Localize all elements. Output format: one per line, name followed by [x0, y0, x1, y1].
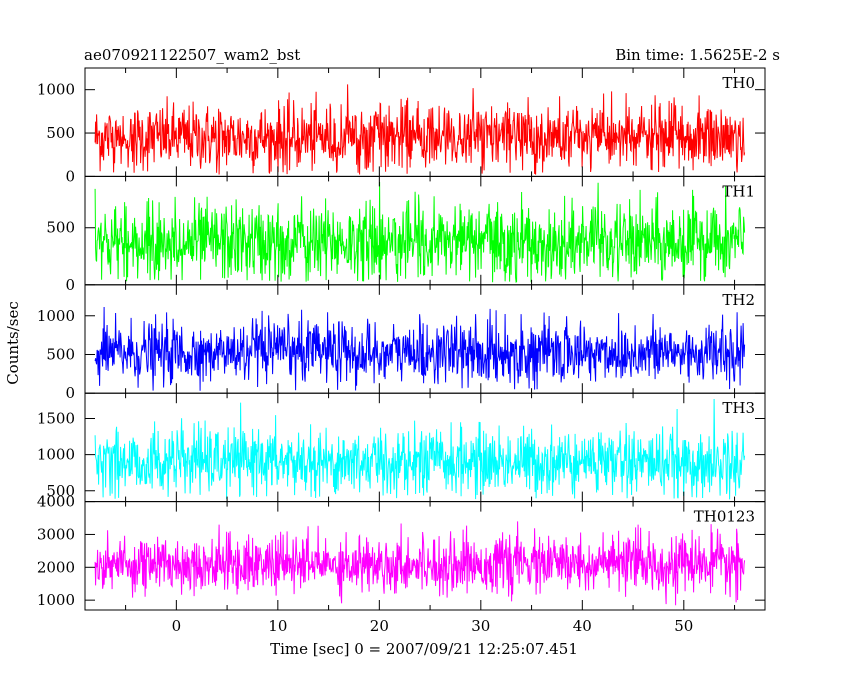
y-tick-label-th1: 0: [65, 276, 75, 294]
y-tick-label-th0: 500: [46, 124, 75, 142]
y-tick-label-th3: 1500: [37, 409, 75, 427]
x-tick-label: 10: [268, 617, 287, 635]
x-tick-label: 50: [674, 617, 693, 635]
series-line-th3: [94, 398, 746, 500]
y-tick-label-th0123: 2000: [37, 558, 75, 576]
y-tick-label-th0: 1000: [37, 81, 75, 99]
x-tick-label: 0: [172, 617, 182, 635]
bin-time-label: Bin time: 1.5625E-2 s: [615, 46, 780, 64]
series-line-th2: [94, 306, 746, 391]
y-tick-label-th0123: 3000: [37, 525, 75, 543]
panel-label-th2: TH2: [722, 291, 755, 309]
y-tick-label-th0123: 1000: [37, 591, 75, 609]
panel-label-th0: TH0: [722, 74, 755, 92]
y-tick-label-th0123: 4000: [37, 493, 75, 511]
y-tick-label-th0: 0: [65, 167, 75, 185]
x-tick-label: 20: [370, 617, 389, 635]
series-line-th0123: [94, 521, 746, 606]
y-tick-label-th3: 1000: [37, 446, 75, 464]
y-axis-label: Counts/sec: [4, 301, 22, 385]
plot-title: ae070921122507_wam2_bst: [84, 46, 300, 64]
y-tick-label-th1: 500: [46, 219, 75, 237]
x-tick-label: 40: [573, 617, 592, 635]
series-line-th1: [94, 181, 746, 283]
y-tick-label-th2: 0: [65, 384, 75, 402]
x-tick-label: 30: [471, 617, 490, 635]
panel-frame-th2: [84, 284, 766, 394]
y-tick-label-th2: 1000: [37, 307, 75, 325]
panel-label-th3: TH3: [722, 399, 755, 417]
panel-frame-th0123: [84, 501, 766, 611]
y-tick-label-th2: 500: [46, 345, 75, 363]
y-tick-label-th3: 500: [46, 482, 75, 500]
panel-label-th1: TH1: [722, 182, 755, 200]
series-line-th0: [94, 84, 746, 175]
panel-label-th0123: TH0123: [694, 508, 755, 526]
x-axis-label: Time [sec] 0 = 2007/09/21 12:25:07.451: [270, 640, 578, 658]
